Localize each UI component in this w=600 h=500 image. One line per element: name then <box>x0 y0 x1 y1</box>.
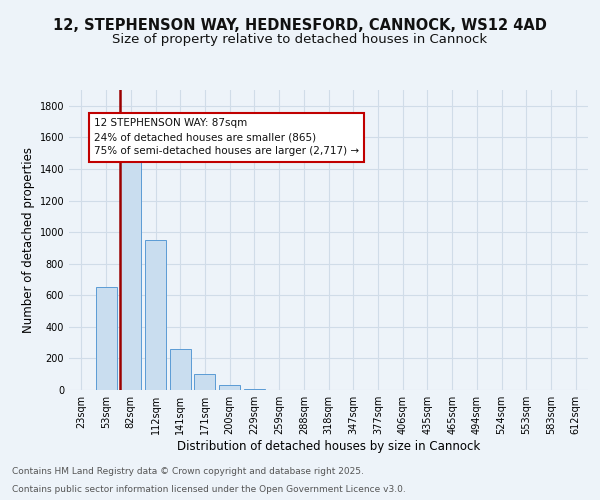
Bar <box>194 374 215 390</box>
Bar <box>244 389 265 390</box>
Bar <box>145 240 166 390</box>
X-axis label: Distribution of detached houses by size in Cannock: Distribution of detached houses by size … <box>177 440 480 453</box>
Bar <box>120 122 141 390</box>
Text: Contains public sector information licensed under the Open Government Licence v3: Contains public sector information licen… <box>12 485 406 494</box>
Text: Contains HM Land Registry data © Crown copyright and database right 2025.: Contains HM Land Registry data © Crown c… <box>12 467 364 476</box>
Bar <box>95 288 116 390</box>
Bar <box>170 349 191 390</box>
Y-axis label: Number of detached properties: Number of detached properties <box>22 147 35 333</box>
Bar <box>219 386 240 390</box>
Text: 12 STEPHENSON WAY: 87sqm
24% of detached houses are smaller (865)
75% of semi-de: 12 STEPHENSON WAY: 87sqm 24% of detached… <box>94 118 359 156</box>
Text: Size of property relative to detached houses in Cannock: Size of property relative to detached ho… <box>112 32 488 46</box>
Text: 12, STEPHENSON WAY, HEDNESFORD, CANNOCK, WS12 4AD: 12, STEPHENSON WAY, HEDNESFORD, CANNOCK,… <box>53 18 547 32</box>
